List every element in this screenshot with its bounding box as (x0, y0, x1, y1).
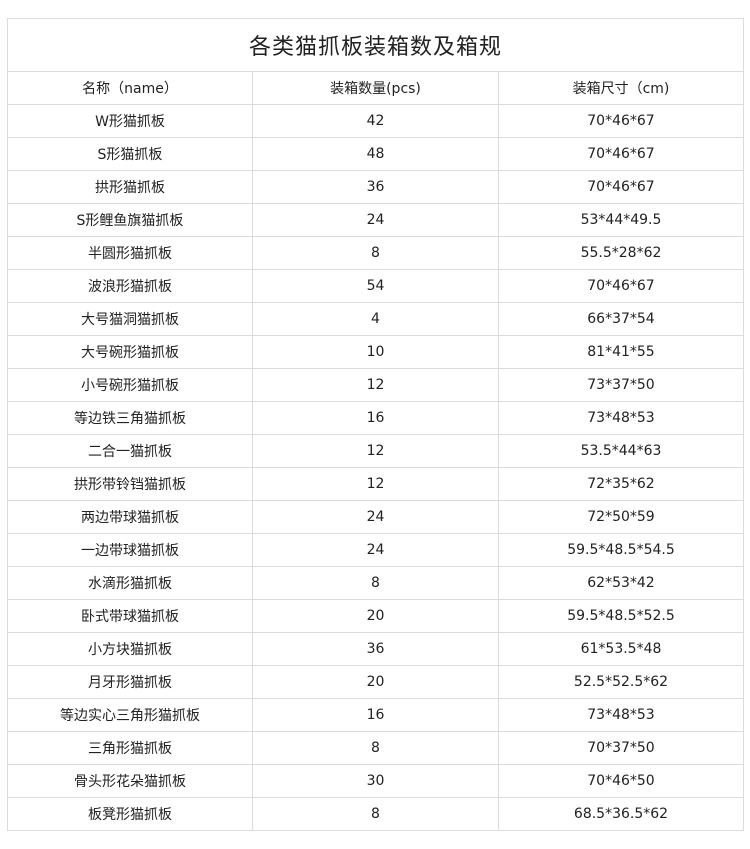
cell-size: 62*53*42 (498, 566, 744, 600)
cell-quantity: 12 (252, 368, 499, 402)
cell-quantity: 8 (252, 797, 499, 831)
table-row: 三角形猫抓板 8 70*37*50 (7, 731, 744, 765)
table-row: 板凳形猫抓板 8 68.5*36.5*62 (7, 797, 744, 831)
table-row: 等边实心三角形猫抓板 16 73*48*53 (7, 698, 744, 732)
table-title: 各类猫抓板装箱数及箱规 (7, 18, 744, 72)
cell-quantity: 16 (252, 698, 499, 732)
cell-quantity: 30 (252, 764, 499, 798)
table-row: S形鲤鱼旗猫抓板 24 53*44*49.5 (7, 203, 744, 237)
cell-size: 70*46*67 (498, 170, 744, 204)
cell-quantity: 8 (252, 731, 499, 765)
table-row: 二合一猫抓板 12 53.5*44*63 (7, 434, 744, 468)
header-quantity: 装箱数量(pcs) (252, 71, 499, 105)
table-row: S形猫抓板 48 70*46*67 (7, 137, 744, 171)
cell-quantity: 42 (252, 104, 499, 138)
cell-size: 68.5*36.5*62 (498, 797, 744, 831)
cell-quantity: 54 (252, 269, 499, 303)
cell-size: 53.5*44*63 (498, 434, 744, 468)
cell-quantity: 48 (252, 137, 499, 171)
cell-name: 三角形猫抓板 (7, 731, 253, 765)
cell-quantity: 20 (252, 665, 499, 699)
table-row: 波浪形猫抓板 54 70*46*67 (7, 269, 744, 303)
cell-name: 两边带球猫抓板 (7, 500, 253, 534)
cell-name: 卧式带球猫抓板 (7, 599, 253, 633)
table-row: 大号碗形猫抓板 10 81*41*55 (7, 335, 744, 369)
packing-spec-table: 各类猫抓板装箱数及箱规 名称（name） 装箱数量(pcs) 装箱尺寸（cm) … (7, 18, 744, 831)
table-row: 卧式带球猫抓板 20 59.5*48.5*52.5 (7, 599, 744, 633)
table-row: 小方块猫抓板 36 61*53.5*48 (7, 632, 744, 666)
header-name: 名称（name） (7, 71, 253, 105)
table-row: 半圆形猫抓板 8 55.5*28*62 (7, 236, 744, 270)
cell-size: 70*46*67 (498, 104, 744, 138)
cell-size: 73*37*50 (498, 368, 744, 402)
cell-name: 大号猫洞猫抓板 (7, 302, 253, 336)
cell-size: 70*46*67 (498, 137, 744, 171)
cell-size: 81*41*55 (498, 335, 744, 369)
cell-name: S形猫抓板 (7, 137, 253, 171)
cell-quantity: 12 (252, 467, 499, 501)
table-row: 拱形猫抓板 36 70*46*67 (7, 170, 744, 204)
cell-name: 骨头形花朵猫抓板 (7, 764, 253, 798)
cell-quantity: 36 (252, 632, 499, 666)
cell-quantity: 8 (252, 566, 499, 600)
table-row: 两边带球猫抓板 24 72*50*59 (7, 500, 744, 534)
cell-size: 59.5*48.5*52.5 (498, 599, 744, 633)
cell-size: 73*48*53 (498, 401, 744, 435)
cell-quantity: 12 (252, 434, 499, 468)
table-row: 等边铁三角猫抓板 16 73*48*53 (7, 401, 744, 435)
cell-size: 55.5*28*62 (498, 236, 744, 270)
cell-quantity: 24 (252, 533, 499, 567)
cell-name: 等边铁三角猫抓板 (7, 401, 253, 435)
cell-quantity: 8 (252, 236, 499, 270)
cell-size: 70*46*67 (498, 269, 744, 303)
cell-size: 61*53.5*48 (498, 632, 744, 666)
cell-size: 59.5*48.5*54.5 (498, 533, 744, 567)
cell-quantity: 24 (252, 500, 499, 534)
cell-quantity: 36 (252, 170, 499, 204)
table-row: 大号猫洞猫抓板 4 66*37*54 (7, 302, 744, 336)
cell-name: 大号碗形猫抓板 (7, 335, 253, 369)
cell-size: 70*37*50 (498, 731, 744, 765)
table-row: 小号碗形猫抓板 12 73*37*50 (7, 368, 744, 402)
cell-name: 小号碗形猫抓板 (7, 368, 253, 402)
cell-quantity: 10 (252, 335, 499, 369)
cell-quantity: 16 (252, 401, 499, 435)
cell-name: 水滴形猫抓板 (7, 566, 253, 600)
cell-size: 53*44*49.5 (498, 203, 744, 237)
cell-name: 板凳形猫抓板 (7, 797, 253, 831)
table-row: 拱形带铃铛猫抓板 12 72*35*62 (7, 467, 744, 501)
cell-name: 二合一猫抓板 (7, 434, 253, 468)
cell-name: 小方块猫抓板 (7, 632, 253, 666)
table-row: 月牙形猫抓板 20 52.5*52.5*62 (7, 665, 744, 699)
cell-quantity: 4 (252, 302, 499, 336)
cell-quantity: 24 (252, 203, 499, 237)
table-row: W形猫抓板 42 70*46*67 (7, 104, 744, 138)
cell-size: 72*50*59 (498, 500, 744, 534)
cell-name: 一边带球猫抓板 (7, 533, 253, 567)
cell-name: 波浪形猫抓板 (7, 269, 253, 303)
cell-size: 70*46*50 (498, 764, 744, 798)
table-row: 一边带球猫抓板 24 59.5*48.5*54.5 (7, 533, 744, 567)
cell-name: 拱形带铃铛猫抓板 (7, 467, 253, 501)
cell-name: 月牙形猫抓板 (7, 665, 253, 699)
cell-size: 73*48*53 (498, 698, 744, 732)
table-row: 骨头形花朵猫抓板 30 70*46*50 (7, 764, 744, 798)
cell-size: 72*35*62 (498, 467, 744, 501)
cell-size: 52.5*52.5*62 (498, 665, 744, 699)
cell-name: 半圆形猫抓板 (7, 236, 253, 270)
cell-name: S形鲤鱼旗猫抓板 (7, 203, 253, 237)
cell-name: 等边实心三角形猫抓板 (7, 698, 253, 732)
cell-size: 66*37*54 (498, 302, 744, 336)
cell-name: W形猫抓板 (7, 104, 253, 138)
cell-name: 拱形猫抓板 (7, 170, 253, 204)
table-row: 水滴形猫抓板 8 62*53*42 (7, 566, 744, 600)
header-size: 装箱尺寸（cm) (498, 71, 744, 105)
cell-quantity: 20 (252, 599, 499, 633)
